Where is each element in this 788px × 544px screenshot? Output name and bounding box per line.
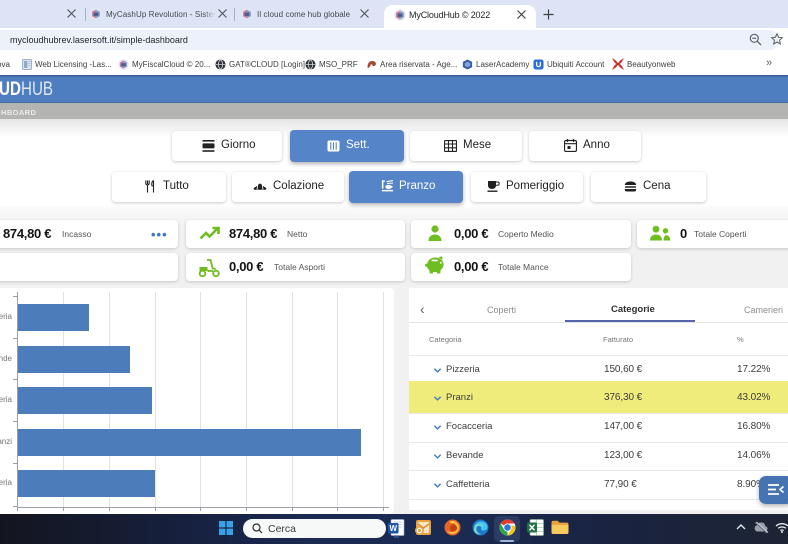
svg-text:W: W (389, 524, 397, 533)
